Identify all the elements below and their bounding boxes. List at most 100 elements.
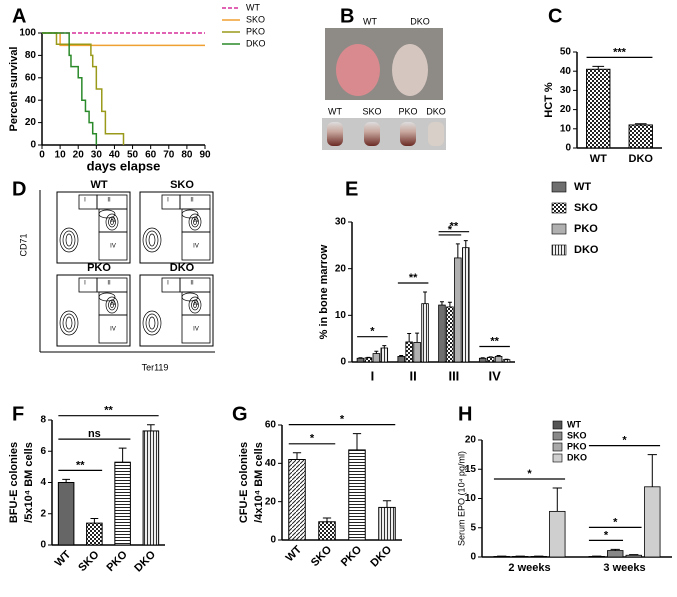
tube-label: WT xyxy=(328,106,342,116)
bar xyxy=(629,125,652,148)
x-tick-label: III xyxy=(448,368,459,383)
y-axis-label: BFU-E colonies xyxy=(8,442,20,523)
sig-label: * xyxy=(310,433,315,445)
bar xyxy=(349,450,366,540)
legend-label: WT xyxy=(567,419,581,429)
legend-swatch xyxy=(552,203,566,213)
error-bar xyxy=(323,518,331,522)
bar xyxy=(319,522,336,540)
bar xyxy=(381,348,388,362)
error-bar xyxy=(440,302,444,305)
y-tick-label: 40 xyxy=(265,458,277,469)
bar xyxy=(58,483,74,546)
x-tick-label: PKO xyxy=(339,543,365,569)
wt-paw xyxy=(336,44,380,96)
sig-label: ns xyxy=(88,428,101,440)
gate-label: II xyxy=(107,281,111,287)
error-bar xyxy=(353,434,361,450)
survival-line xyxy=(42,33,124,145)
error-bar xyxy=(415,333,419,342)
error-bar xyxy=(448,302,452,307)
error-bar xyxy=(119,448,127,462)
y-tick-label: 20 xyxy=(560,104,572,115)
error-bar xyxy=(293,453,301,460)
panel-letter: A xyxy=(12,5,26,27)
y-tick-label: 0 xyxy=(30,140,36,151)
sample-label: PKO xyxy=(87,262,111,274)
sig-label: * xyxy=(613,516,618,528)
gate-label: III xyxy=(110,301,115,307)
sig-label: ** xyxy=(490,335,499,347)
panel-letter: E xyxy=(345,178,358,200)
legend-swatch xyxy=(553,454,562,462)
error-bar xyxy=(648,455,657,487)
y-tick-label: 0 xyxy=(340,357,346,368)
error-bar xyxy=(456,244,460,258)
dko-paw xyxy=(392,44,428,96)
flow-plot xyxy=(57,192,130,263)
x-tick-label: DKO xyxy=(368,543,394,569)
sample-label: SKO xyxy=(170,179,194,191)
y-tick-label: 60 xyxy=(265,420,277,431)
gate-label: IV xyxy=(110,244,116,250)
y-tick-label: 20 xyxy=(335,263,347,274)
photo-label: DKO xyxy=(410,16,430,26)
bar xyxy=(115,462,131,545)
bar xyxy=(503,360,510,362)
axis-label: Ter119 xyxy=(142,362,169,372)
sig-label: * xyxy=(622,435,627,447)
bar xyxy=(487,357,494,362)
y-tick-label: 0 xyxy=(470,552,476,563)
error-bar xyxy=(553,488,562,511)
y-tick-label: 20 xyxy=(465,435,477,446)
bar xyxy=(379,507,396,540)
gate-label: III xyxy=(110,218,115,224)
error-bar xyxy=(147,425,155,431)
legend-swatch xyxy=(553,432,562,440)
bar xyxy=(479,358,486,362)
bar xyxy=(462,248,469,362)
x-tick-label: 80 xyxy=(181,150,193,161)
bar xyxy=(373,354,380,362)
sig-label: ** xyxy=(450,221,459,233)
y-tick-label: 8 xyxy=(40,415,46,426)
y-axis-label: Serum EPO (10⁴ pg/ml) xyxy=(456,451,466,546)
y-axis-label: HCT % xyxy=(543,82,555,118)
legend-label: SKO xyxy=(574,202,598,214)
bar xyxy=(87,523,103,545)
y-tick-label: 0 xyxy=(40,540,46,551)
tube xyxy=(428,122,444,146)
x-tick-label: IV xyxy=(488,368,501,383)
x-tick-label: DKO xyxy=(132,548,158,574)
x-tick-label: 20 xyxy=(73,150,85,161)
bar xyxy=(495,356,502,362)
sample-label: DKO xyxy=(170,262,195,274)
bar xyxy=(414,342,421,362)
tube xyxy=(364,122,380,146)
bar xyxy=(587,69,610,148)
y-axis-label: CFU-E colonies xyxy=(238,442,250,523)
sig-label: *** xyxy=(613,46,627,58)
y-axis-label: /5x10⁴ BM cells xyxy=(23,442,35,523)
sample-label: WT xyxy=(90,179,107,191)
x-tick-label: 3 weeks xyxy=(603,562,645,574)
sig-label: * xyxy=(604,529,609,541)
panel-letter: H xyxy=(458,403,472,425)
x-tick-label: PKO xyxy=(104,548,130,574)
error-bar xyxy=(423,292,427,304)
y-tick-label: 6 xyxy=(40,446,46,457)
gate-label: IV xyxy=(193,244,199,250)
gate-label: IV xyxy=(110,327,116,333)
bar xyxy=(398,356,405,362)
legend-label: DKO xyxy=(574,244,599,256)
y-tick-label: 100 xyxy=(19,28,36,39)
